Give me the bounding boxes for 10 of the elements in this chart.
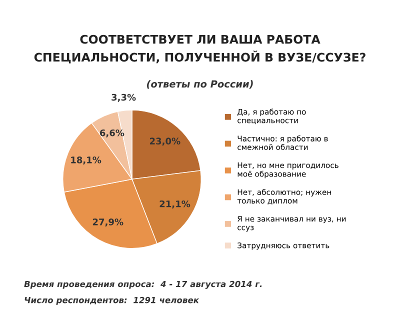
- data-label: 18,1%: [71, 156, 102, 165]
- chart-title: СООТВЕТСТВУЕТ ЛИ ВАША РАБОТА СПЕЦИАЛЬНОСТИ, ПОЛУЧЕННОЙ В ВУЗЕ/ССУЗЕ?: [34, 34, 366, 64]
- chart-subtitle: (ответы по России): [147, 80, 253, 89]
- text: Число респондентов: 1291 человек: [24, 296, 200, 305]
- data-label: 21,1%: [160, 200, 190, 208]
- data-label: 23,0%: [150, 138, 180, 146]
- data-label: 6,6%: [100, 129, 124, 138]
- text: Время проведения опроса: 4 - 17 августа 2014 г.: [24, 280, 262, 289]
- data-label: 3,3%: [112, 94, 136, 102]
- data-label: 27,9%: [92, 218, 124, 227]
